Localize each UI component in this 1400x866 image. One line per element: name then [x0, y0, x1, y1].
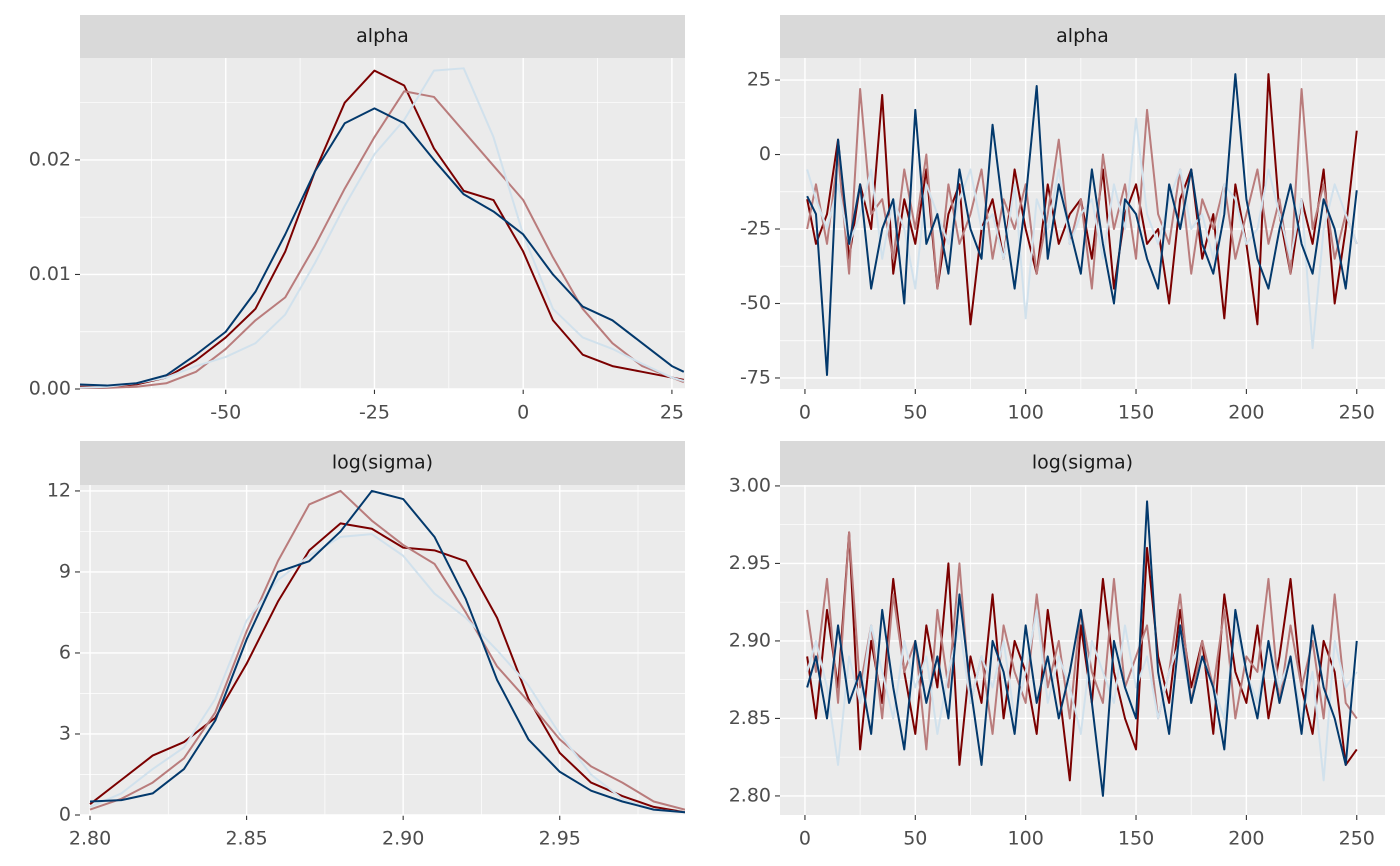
y-tick-label: 2.85: [729, 707, 771, 729]
x-tick-label: 0: [517, 402, 529, 424]
x-tick-label: 2.95: [539, 828, 581, 850]
strip: [80, 441, 685, 485]
x-tick-label: 0: [799, 402, 811, 424]
y-tick-label: 2.80: [729, 784, 771, 806]
x-tick-label: 150: [1118, 402, 1154, 424]
y-tick-label: -50: [740, 292, 771, 314]
panel: alpha -50 -25 0 25 0.00 0.01 0.02: [29, 15, 685, 424]
y-tick-label: 0: [59, 804, 71, 826]
series-line: [80, 67, 685, 389]
series-line: [80, 107, 685, 387]
y-tick-label: 0.02: [29, 148, 71, 170]
series-line: [806, 73, 1358, 376]
x-tick-label: 25: [660, 402, 684, 424]
series-line: [806, 500, 1358, 797]
x-tick-label: 200: [1228, 402, 1264, 424]
x-tick-label: -50: [210, 402, 241, 424]
y-tick-label: 0: [759, 143, 771, 165]
series-line: [80, 69, 684, 388]
y-tick-label: 3: [59, 722, 71, 744]
x-tick-label: 0: [799, 828, 811, 850]
series-line: [89, 533, 685, 814]
strip-label: alpha: [1056, 25, 1109, 47]
strip: [80, 15, 685, 58]
y-tick-label: 9: [59, 560, 71, 582]
y-tick-label: 2.90: [729, 629, 771, 651]
panel-background: [780, 485, 1385, 815]
strip-label: alpha: [356, 25, 409, 47]
x-tick-label: 2.85: [225, 828, 267, 850]
panel-background: [80, 58, 685, 389]
y-tick-label: 0.01: [29, 263, 71, 285]
strip-label: log(sigma): [1032, 452, 1133, 474]
x-tick-label: 200: [1228, 828, 1264, 850]
y-tick-label: 2.95: [729, 552, 771, 574]
x-tick-label: 250: [1339, 828, 1375, 850]
y-tick-label: 12: [47, 479, 71, 501]
strip-label: log(sigma): [332, 452, 433, 474]
series-line: [806, 531, 1358, 782]
x-tick-label: -25: [359, 402, 390, 424]
x-tick-label: 50: [903, 402, 927, 424]
y-tick-label: 25: [747, 69, 771, 91]
x-tick-label: 250: [1339, 402, 1375, 424]
y-tick-label: -25: [740, 218, 771, 240]
x-tick-label: 150: [1118, 828, 1154, 850]
series-line: [89, 489, 685, 811]
y-tick-label: -75: [740, 366, 771, 388]
panel: alpha 0 50 100 150 200 250 -75 -50 -25 0 25: [740, 15, 1385, 424]
x-tick-label: 50: [903, 828, 927, 850]
panel: log(sigma) 2.80 2.85 2.90 2.95 0 3 6 9 12: [47, 441, 685, 850]
series-line: [806, 117, 1358, 350]
x-tick-label: 2.80: [69, 828, 111, 850]
x-tick-label: 100: [1008, 828, 1044, 850]
y-tick-label: 3.00: [729, 474, 771, 496]
y-tick-label: 6: [59, 641, 71, 663]
x-tick-label: 2.90: [382, 828, 424, 850]
series-line: [89, 489, 685, 814]
series-line: [80, 90, 685, 389]
strip: [780, 441, 1385, 485]
panel: log(sigma) 0 50 100 150 200 250 2.80 2.85 2.90 2.9…: [729, 441, 1385, 850]
strip: [780, 15, 1385, 58]
x-tick-label: 100: [1008, 402, 1044, 424]
y-tick-label: 0.00: [29, 378, 71, 400]
